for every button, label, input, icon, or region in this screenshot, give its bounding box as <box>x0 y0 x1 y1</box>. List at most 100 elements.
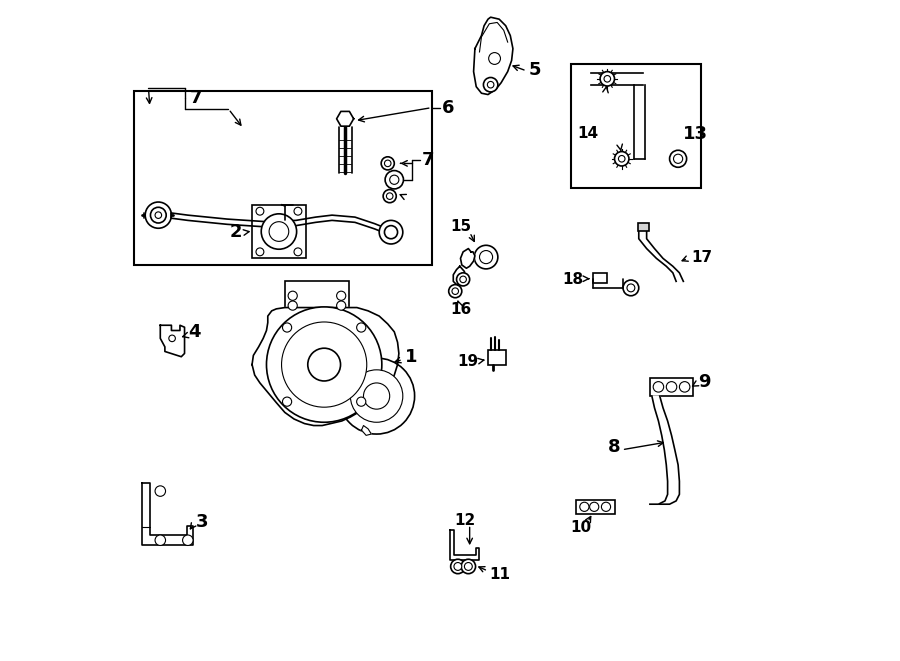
Circle shape <box>480 251 492 264</box>
Circle shape <box>483 77 498 92</box>
Circle shape <box>464 563 473 570</box>
Circle shape <box>383 190 396 203</box>
Circle shape <box>379 220 403 244</box>
Bar <box>284 282 349 309</box>
Circle shape <box>256 208 264 215</box>
Circle shape <box>350 369 403 422</box>
Bar <box>252 205 306 258</box>
Polygon shape <box>650 396 680 504</box>
Circle shape <box>454 563 462 570</box>
Polygon shape <box>160 325 184 357</box>
Circle shape <box>618 155 625 162</box>
Circle shape <box>364 383 390 409</box>
Polygon shape <box>461 249 475 268</box>
Circle shape <box>266 307 382 422</box>
Circle shape <box>488 81 494 88</box>
Text: 3: 3 <box>195 513 208 531</box>
Text: 17: 17 <box>691 250 712 264</box>
Text: 14: 14 <box>578 126 599 141</box>
Circle shape <box>590 502 598 512</box>
Text: 1: 1 <box>405 348 418 366</box>
Polygon shape <box>337 112 354 126</box>
Bar <box>134 91 432 265</box>
Text: 9: 9 <box>698 373 710 391</box>
Text: 15: 15 <box>450 219 471 235</box>
Text: 2: 2 <box>230 223 242 241</box>
Circle shape <box>337 301 346 310</box>
Circle shape <box>456 273 470 286</box>
Polygon shape <box>142 483 194 545</box>
Circle shape <box>382 157 394 170</box>
Polygon shape <box>634 85 645 159</box>
Text: 12: 12 <box>454 513 476 528</box>
Circle shape <box>384 225 398 239</box>
Polygon shape <box>338 128 352 173</box>
Text: 18: 18 <box>562 272 583 287</box>
Circle shape <box>294 248 302 256</box>
Circle shape <box>673 154 683 163</box>
Circle shape <box>451 559 465 574</box>
Circle shape <box>452 288 458 294</box>
Bar <box>576 500 616 514</box>
Text: 7: 7 <box>422 151 435 169</box>
Polygon shape <box>591 73 644 85</box>
Text: 5: 5 <box>528 61 541 79</box>
Circle shape <box>600 71 615 86</box>
Circle shape <box>183 535 194 545</box>
Text: 16: 16 <box>450 302 471 317</box>
Circle shape <box>155 212 162 218</box>
Circle shape <box>282 322 367 407</box>
Circle shape <box>356 323 365 332</box>
Circle shape <box>145 202 171 228</box>
Circle shape <box>604 75 610 82</box>
Circle shape <box>169 335 176 342</box>
Bar <box>650 377 692 396</box>
Circle shape <box>155 486 166 496</box>
Circle shape <box>386 193 393 200</box>
Circle shape <box>390 175 399 184</box>
Circle shape <box>283 323 292 332</box>
Circle shape <box>461 559 475 574</box>
Circle shape <box>623 280 639 295</box>
Circle shape <box>580 502 589 512</box>
Circle shape <box>337 292 346 300</box>
Bar <box>593 274 608 284</box>
Polygon shape <box>473 17 513 95</box>
Circle shape <box>627 284 634 292</box>
Circle shape <box>150 208 166 223</box>
Circle shape <box>670 150 687 167</box>
Circle shape <box>449 285 462 297</box>
Circle shape <box>460 276 466 283</box>
Text: 11: 11 <box>490 567 510 582</box>
Circle shape <box>338 358 415 434</box>
Circle shape <box>283 397 292 407</box>
Text: 8: 8 <box>608 438 620 456</box>
Circle shape <box>261 214 297 249</box>
Circle shape <box>288 292 297 300</box>
Text: 7: 7 <box>189 89 202 107</box>
Circle shape <box>384 160 391 167</box>
Text: 10: 10 <box>571 520 591 535</box>
Circle shape <box>653 381 663 392</box>
Polygon shape <box>362 426 372 436</box>
Bar <box>488 350 507 365</box>
Text: 19: 19 <box>457 354 478 369</box>
Circle shape <box>155 535 166 545</box>
Polygon shape <box>454 266 465 285</box>
Circle shape <box>294 208 302 215</box>
Polygon shape <box>639 227 683 282</box>
Bar <box>572 64 701 188</box>
Polygon shape <box>450 530 480 560</box>
Circle shape <box>680 381 690 392</box>
Bar <box>638 223 649 231</box>
Polygon shape <box>252 307 399 426</box>
Circle shape <box>356 397 365 407</box>
Circle shape <box>489 53 500 64</box>
Text: 6: 6 <box>442 98 454 116</box>
Circle shape <box>256 248 264 256</box>
Circle shape <box>269 221 289 241</box>
Text: 4: 4 <box>188 323 201 341</box>
Circle shape <box>308 348 340 381</box>
Circle shape <box>666 381 677 392</box>
Circle shape <box>615 151 629 166</box>
